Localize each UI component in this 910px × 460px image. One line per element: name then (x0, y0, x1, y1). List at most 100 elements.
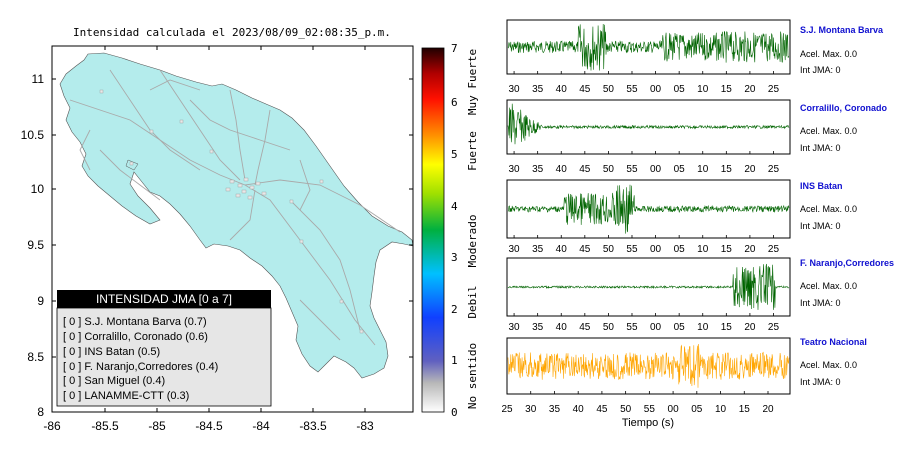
colorbar-tick: 3 (451, 251, 458, 264)
waveform-trace (507, 343, 790, 388)
x-tick-label: 30 (509, 164, 521, 175)
seismogram-panel: 30 35 40 45 50 55 00 05 10 15 20 25 S.J. Montana Ba… (506, 19, 884, 95)
x-tick-label: 35 (532, 244, 544, 255)
x-tick-label: 45 (579, 84, 591, 95)
x-tick-label: 00 (650, 164, 662, 175)
map-x-tick: -84.5 (195, 419, 223, 433)
x-ticks: 25 30 35 40 45 50 55 00 05 10 15 20 (501, 391, 774, 415)
legend-item: [ 0 ] S.J. Montana Barva (0.7) (63, 316, 207, 328)
map-x-tick: -85 (148, 419, 166, 433)
x-tick-label: 10 (715, 404, 727, 415)
x-tick-label: 10 (697, 244, 709, 255)
station-acel: Acel. Max. 0.0 (800, 204, 857, 214)
x-tick-label: 20 (744, 244, 756, 255)
map-x-tick: -84 (252, 419, 270, 433)
x-tick-label: 20 (744, 322, 756, 333)
station-int: Int JMA: 0 (800, 65, 841, 75)
x-tick-label: 10 (697, 84, 709, 95)
station-acel: Acel. Max. 0.0 (800, 126, 857, 136)
station-name: Corralillo, Coronado (800, 103, 888, 113)
x-tick-label: 25 (501, 404, 513, 415)
x-tick-label: 40 (556, 84, 568, 95)
map-x-tick: -86 (43, 419, 61, 433)
colorbar-tick: 1 (451, 354, 458, 367)
x-tick-label: 35 (532, 84, 544, 95)
colorbar-tick: 6 (451, 96, 458, 109)
x-ticks: 30 35 40 45 50 55 00 05 10 15 20 25 (509, 151, 780, 175)
x-tick-label: 05 (691, 404, 703, 415)
colorbar-tick: 5 (451, 148, 458, 161)
map-y-tick: 8 (37, 405, 44, 419)
x-tick-label: 00 (650, 322, 662, 333)
colorbar-label: Moderado (466, 215, 479, 268)
x-tick-label: 00 (650, 84, 662, 95)
legend-item: [ 0 ] INS Batan (0.5) (63, 346, 160, 358)
station-name: F. Naranjo,Corredores (800, 258, 894, 268)
map-y-tick: 10.5 (21, 128, 45, 142)
x-tick-label: 40 (573, 404, 585, 415)
costa-rica-land (59, 52, 413, 379)
x-tick-label: 55 (626, 244, 638, 255)
colorbar-tick: 7 (451, 42, 458, 55)
station-acel: Acel. Max. 0.0 (800, 360, 857, 370)
intensity-legend: INTENSIDAD JMA [0 a 7] [ 0 ] S.J. Montan… (56, 290, 272, 407)
x-tick-label: 55 (644, 404, 656, 415)
waveform-trace (507, 184, 790, 234)
x-tick-label: 05 (674, 322, 686, 333)
station-int: Int JMA: 0 (800, 221, 841, 231)
x-tick-label: 30 (525, 404, 537, 415)
x-tick-label: 15 (721, 84, 733, 95)
station-acel: Acel. Max. 0.0 (800, 281, 857, 291)
map-x-tick: -83.5 (299, 419, 327, 433)
city-markers (99, 89, 364, 334)
station-name: S.J. Montana Barva (800, 25, 884, 35)
x-tick-label: 25 (768, 84, 780, 95)
x-tick-label: 40 (556, 244, 568, 255)
x-tick-label: 05 (674, 244, 686, 255)
legend-body (56, 307, 272, 407)
x-ticks: 30 35 40 45 50 55 00 05 10 15 20 25 (509, 71, 780, 95)
x-tick-label: 45 (579, 322, 591, 333)
x-tick-label: 00 (668, 404, 680, 415)
seismogram-panel: 30 35 40 45 50 55 00 05 10 15 20 25 INS Batan Acel.… (506, 179, 857, 255)
x-tick-label: 35 (549, 404, 561, 415)
seismogram-panel: 30 35 40 45 50 55 00 05 10 15 20 25 F. Naranjo,Corr… (506, 257, 894, 333)
waveform-frame (506, 99, 791, 155)
colorbar-label: Muy Fuerte (466, 49, 479, 115)
x-tick-label: 20 (744, 84, 756, 95)
x-tick-label: 55 (626, 322, 638, 333)
colorbar-gradient (421, 47, 445, 413)
map-frame (51, 45, 414, 413)
map-x-tick: -85.5 (91, 419, 119, 433)
station-acel: Acel. Max. 0.0 (800, 49, 857, 59)
x-tick-label: 30 (509, 84, 521, 95)
x-tick-label: 50 (603, 244, 615, 255)
x-tick-label: 30 (509, 244, 521, 255)
map-y-tick: 11 (32, 72, 45, 86)
x-tick-label: 00 (650, 244, 662, 255)
road-network (69, 69, 401, 346)
map-y-tick: 9 (37, 294, 44, 308)
x-tick-label: 05 (674, 84, 686, 95)
colorbar-label: No sentido (466, 343, 479, 409)
station-name: INS Batan (800, 181, 843, 191)
waveform-trace (507, 263, 790, 310)
map-title: Intensidad calculada el 2023/08/09_02:08… (73, 26, 391, 39)
map-x-tick: -83 (356, 419, 374, 433)
x-tick-label: 50 (603, 164, 615, 175)
x-tick-label: 20 (762, 404, 774, 415)
x-tick-label: 40 (556, 322, 568, 333)
map-y-tick: 10 (31, 182, 45, 196)
x-tick-label: 25 (768, 322, 780, 333)
legend-item: [ 0 ] LANAMME-CTT (0.3) (63, 390, 189, 402)
legend-item: [ 0 ] San Miguel (0.4) (63, 375, 165, 387)
station-int: Int JMA: 0 (800, 143, 841, 153)
x-tick-label: 50 (620, 404, 632, 415)
legend-header (57, 290, 271, 308)
map-x-axis: -86 -85.5 -85 -84.5 -84 -83.5 -83 (43, 46, 374, 433)
x-tick-label: 25 (768, 164, 780, 175)
x-tick-label: 15 (721, 322, 733, 333)
x-tick-label: 05 (674, 164, 686, 175)
x-tick-label: 55 (626, 84, 638, 95)
